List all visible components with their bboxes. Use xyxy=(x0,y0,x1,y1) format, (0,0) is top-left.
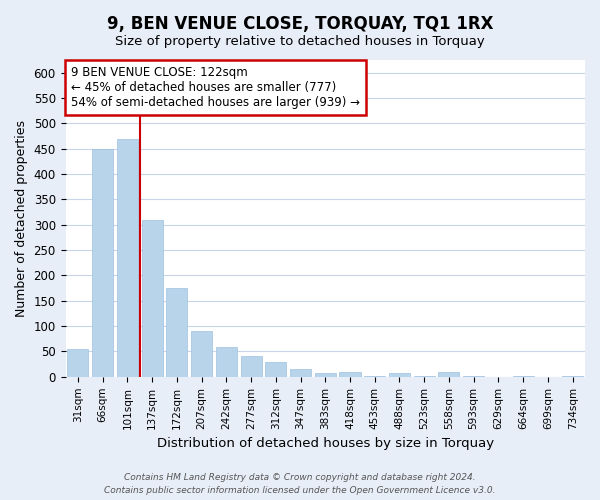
Bar xyxy=(67,349,88,377)
Bar xyxy=(290,369,311,377)
X-axis label: Distribution of detached houses by size in Torquay: Distribution of detached houses by size … xyxy=(157,437,494,450)
Text: 9 BEN VENUE CLOSE: 122sqm
← 45% of detached houses are smaller (777)
54% of semi: 9 BEN VENUE CLOSE: 122sqm ← 45% of detac… xyxy=(71,66,360,110)
Bar xyxy=(117,138,138,377)
Y-axis label: Number of detached properties: Number of detached properties xyxy=(15,120,28,317)
Text: Size of property relative to detached houses in Torquay: Size of property relative to detached ho… xyxy=(115,35,485,48)
Bar xyxy=(241,356,262,377)
Bar xyxy=(389,373,410,377)
Bar xyxy=(463,376,484,377)
Bar xyxy=(92,148,113,377)
Text: 9, BEN VENUE CLOSE, TORQUAY, TQ1 1RX: 9, BEN VENUE CLOSE, TORQUAY, TQ1 1RX xyxy=(107,15,493,33)
Bar xyxy=(340,372,361,377)
Bar xyxy=(216,348,237,377)
Bar xyxy=(315,374,336,377)
Bar xyxy=(364,376,385,377)
Bar xyxy=(191,331,212,377)
Bar xyxy=(142,220,163,377)
Bar xyxy=(439,372,460,377)
Bar xyxy=(166,288,187,377)
Bar xyxy=(265,362,286,377)
Bar xyxy=(413,376,435,377)
Bar xyxy=(512,376,533,377)
Text: Contains HM Land Registry data © Crown copyright and database right 2024.
Contai: Contains HM Land Registry data © Crown c… xyxy=(104,474,496,495)
Bar xyxy=(562,376,583,377)
